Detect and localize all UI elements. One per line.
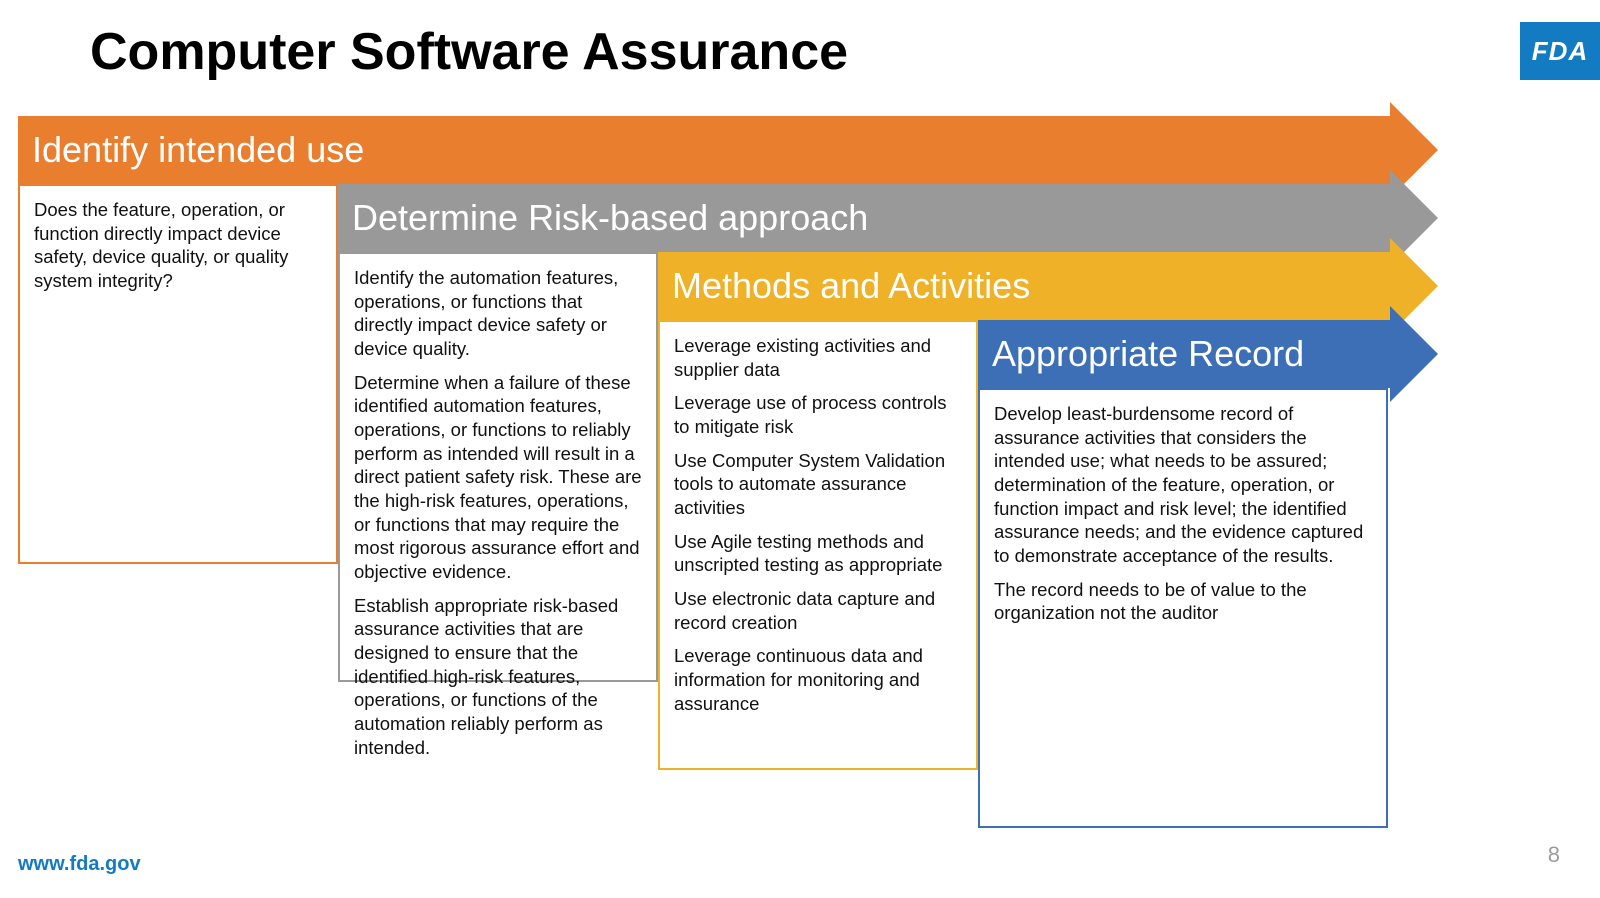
section-box-appropriate-record: Develop least-burdensome record of assur… [978,388,1388,828]
section-para: Establish appropriate risk-based assuran… [354,594,642,760]
section-para: The record needs to be of value to the o… [994,578,1372,625]
section-para: Does the feature, operation, or function… [34,198,322,293]
section-box-identify-intended-use: Does the feature, operation, or function… [18,184,338,564]
section-para: Use Agile testing methods and unscripted… [674,530,962,577]
section-para: Leverage existing activities and supplie… [674,334,962,381]
section-para: Use electronic data capture and record c… [674,587,962,634]
section-para: Use Computer System Validation tools to … [674,449,962,520]
section-bar-determine-risk: Determine Risk-based approach [338,184,1390,252]
section-box-methods-activities: Leverage existing activities and supplie… [658,320,978,770]
section-heading: Methods and Activities [672,265,1030,307]
section-para: Identify the automation features, operat… [354,266,642,361]
section-bar-methods-activities: Methods and Activities [658,252,1390,320]
section-heading: Appropriate Record [992,333,1304,375]
page-number: 8 [1548,842,1560,868]
section-bar-appropriate-record: Appropriate Record [978,320,1390,388]
page-title: Computer Software Assurance [90,22,848,82]
section-heading: Determine Risk-based approach [352,197,868,239]
section-bar-identify-intended-use: Identify intended use [18,116,1390,184]
arrow-head-icon [1390,306,1438,402]
section-para: Leverage use of process controls to miti… [674,391,962,438]
section-heading: Identify intended use [32,129,364,171]
section-box-determine-risk: Identify the automation features, operat… [338,252,658,682]
section-para: Develop least-burdensome record of assur… [994,402,1372,568]
section-para: Leverage continuous data and information… [674,644,962,715]
footer-url: www.fda.gov [18,853,141,876]
section-para: Determine when a failure of these identi… [354,371,642,584]
fda-logo: FDA [1520,22,1600,80]
